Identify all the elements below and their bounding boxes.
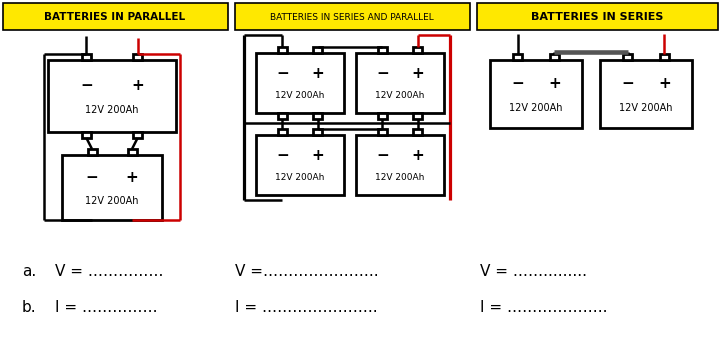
Bar — [378, 129, 387, 135]
Text: V = …….........: V = ……......... — [480, 264, 587, 280]
Bar — [550, 54, 559, 60]
Bar — [600, 60, 692, 128]
Text: I = …………………..: I = ………………….. — [235, 300, 378, 316]
Text: −: − — [376, 149, 389, 163]
Text: +: + — [311, 66, 324, 82]
Bar — [660, 54, 669, 60]
Text: V = ……………: V = …………… — [55, 264, 164, 280]
Bar — [278, 113, 287, 119]
Bar — [356, 135, 444, 195]
Bar — [278, 129, 287, 135]
Bar — [128, 149, 136, 155]
Bar — [256, 135, 344, 195]
Bar — [413, 113, 422, 119]
Text: −: − — [622, 76, 634, 91]
Text: −: − — [86, 170, 98, 185]
Text: 12V 200Ah: 12V 200Ah — [85, 196, 138, 205]
Text: I = ……………: I = …………… — [55, 300, 158, 316]
Text: 12V 200Ah: 12V 200Ah — [275, 173, 324, 181]
Text: +: + — [411, 66, 424, 82]
Text: 12V 200Ah: 12V 200Ah — [376, 90, 425, 100]
Bar — [62, 155, 162, 220]
Bar — [378, 47, 387, 53]
Bar — [356, 53, 444, 113]
Bar — [87, 149, 97, 155]
Text: 12V 200Ah: 12V 200Ah — [85, 106, 138, 115]
Bar — [235, 3, 470, 30]
Text: 12V 200Ah: 12V 200Ah — [275, 90, 324, 100]
Text: V =…………………..: V =………………….. — [235, 264, 379, 280]
Bar — [623, 54, 632, 60]
Bar — [313, 113, 322, 119]
Bar — [477, 3, 718, 30]
Text: 12V 200Ah: 12V 200Ah — [619, 103, 673, 113]
Text: a.: a. — [22, 264, 36, 280]
Text: 12V 200Ah: 12V 200Ah — [509, 103, 563, 113]
Text: −: − — [276, 149, 289, 163]
Text: +: + — [131, 78, 144, 93]
Text: +: + — [311, 149, 324, 163]
Text: +: + — [125, 170, 138, 185]
Bar — [513, 54, 522, 60]
Bar — [278, 47, 287, 53]
Text: −: − — [511, 76, 524, 91]
Text: −: − — [376, 66, 389, 82]
Text: +: + — [548, 76, 561, 91]
Text: BATTERIES IN PARALLEL: BATTERIES IN PARALLEL — [45, 12, 185, 22]
Text: +: + — [411, 149, 424, 163]
Bar — [3, 3, 228, 30]
Bar — [82, 132, 91, 138]
Bar — [48, 60, 176, 132]
Bar — [490, 60, 582, 128]
Bar — [82, 54, 91, 60]
Bar — [378, 113, 387, 119]
Text: +: + — [658, 76, 671, 91]
Text: BATTERIES IN SERIES: BATTERIES IN SERIES — [531, 12, 663, 22]
Bar — [133, 132, 142, 138]
Bar — [313, 47, 322, 53]
Bar — [413, 47, 422, 53]
Bar — [256, 53, 344, 113]
Text: I = ………………..: I = ……………….. — [480, 300, 608, 316]
Text: −: − — [276, 66, 289, 82]
Text: b.: b. — [22, 300, 37, 316]
Text: −: − — [80, 78, 93, 93]
Bar — [313, 129, 322, 135]
Bar — [133, 54, 142, 60]
Text: 12V 200Ah: 12V 200Ah — [376, 173, 425, 181]
Text: BATTERIES IN SERIES AND PARALLEL: BATTERIES IN SERIES AND PARALLEL — [270, 12, 434, 22]
Bar — [413, 129, 422, 135]
